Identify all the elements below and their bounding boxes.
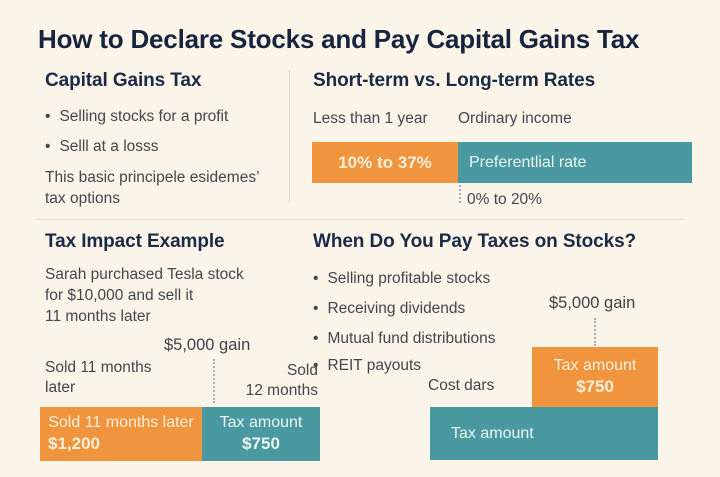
bullet-text: REIT payouts bbox=[327, 357, 422, 374]
sold-11-months-bar: Sold 11 months later $1,200 bbox=[40, 407, 202, 461]
left-bar-axis-label: Sold 11 months later bbox=[45, 358, 152, 398]
gain-annotation: $5,000 gain bbox=[164, 336, 251, 354]
bullet-text: Mutual fund distributions bbox=[327, 330, 496, 347]
box-label: Tax amount bbox=[451, 424, 534, 442]
bullet-icon bbox=[313, 357, 318, 375]
box-label: Tax amount bbox=[553, 357, 637, 374]
list-item: Selling profitable stocks bbox=[313, 270, 490, 288]
long-term-rate-text: Preferentlial rate bbox=[469, 153, 587, 171]
dotted-connector bbox=[594, 318, 596, 346]
description-line: for $10,000 and sell it bbox=[45, 287, 194, 304]
bar-label: Tax amount bbox=[219, 414, 303, 431]
cost-basis-box: Tax amount bbox=[430, 407, 658, 460]
axis-line: later bbox=[45, 379, 76, 396]
note-line: This basic principele esidemes’ bbox=[45, 169, 260, 186]
bullet-text: Selll at a losss bbox=[59, 138, 159, 155]
capital-gains-note: This basic principele esidemes’ tax opti… bbox=[45, 167, 260, 209]
list-item: Selll at a losss bbox=[45, 138, 159, 156]
short-term-rate-value: 10% to 37% bbox=[338, 152, 432, 172]
list-item: Selling stocks for a profit bbox=[45, 108, 228, 126]
list-item: Receiving dividends bbox=[313, 300, 465, 318]
long-term-label: Ordinary income bbox=[458, 110, 572, 127]
bullet-icon bbox=[313, 330, 318, 348]
description-line: Sarah purchased Tesla stock bbox=[45, 266, 244, 283]
dotted-connector bbox=[459, 185, 461, 203]
section-heading-tax-impact: Tax Impact Example bbox=[45, 231, 225, 252]
short-term-rate-bar: 10% to 37% bbox=[312, 142, 458, 183]
list-item: Mutual fund distributions bbox=[313, 330, 495, 348]
tax-amount-bar: Tax amount $750 bbox=[202, 407, 320, 461]
bullet-text: Selling profitable stocks bbox=[327, 270, 491, 287]
page-title: How to Declare Stocks and Pay Capital Ga… bbox=[38, 24, 640, 54]
vertical-divider bbox=[289, 70, 290, 203]
bullet-icon bbox=[313, 270, 318, 288]
axis-line: Sold 11 months bbox=[45, 359, 152, 376]
box-value: $750 bbox=[576, 377, 614, 396]
horizontal-divider bbox=[35, 219, 685, 220]
dotted-connector bbox=[213, 359, 215, 403]
tax-amount-box: Tax amount $750 bbox=[532, 347, 658, 407]
bullet-icon bbox=[313, 300, 318, 318]
bullet-text: Receiving dividends bbox=[327, 300, 466, 317]
axis-line: Sold bbox=[286, 362, 318, 379]
cost-basis-label: Cost dars bbox=[428, 377, 495, 394]
list-item: REIT payouts bbox=[313, 357, 421, 375]
description-line: 11 months later bbox=[45, 308, 151, 325]
bar-label: Sold 11 months later bbox=[48, 414, 194, 431]
short-term-label: Less than 1 year bbox=[313, 110, 428, 127]
axis-line: 12 months bbox=[245, 382, 318, 399]
section-heading-capital-gains-tax: Capital Gains Tax bbox=[45, 70, 202, 91]
bar-value: $750 bbox=[242, 434, 280, 453]
gain-annotation: $5,000 gain bbox=[549, 294, 636, 312]
right-bar-axis-label: Sold 12 months bbox=[228, 361, 318, 401]
bullet-icon bbox=[45, 108, 50, 126]
long-term-rate-bar: Preferentlial rate bbox=[458, 142, 692, 183]
section-heading-rates: Short-term vs. Long-term Rates bbox=[313, 70, 596, 91]
bar-value: $1,200 bbox=[48, 434, 100, 453]
note-line: tax options bbox=[45, 190, 120, 207]
long-term-rate-value: 0% to 20% bbox=[467, 191, 542, 208]
tax-impact-description: Sarah purchased Tesla stock for $10,000 … bbox=[45, 264, 244, 327]
bullet-icon bbox=[45, 138, 50, 156]
bullet-text: Selling stocks for a profit bbox=[59, 108, 229, 125]
section-heading-when-pay: When Do You Pay Taxes on Stocks? bbox=[313, 231, 637, 252]
